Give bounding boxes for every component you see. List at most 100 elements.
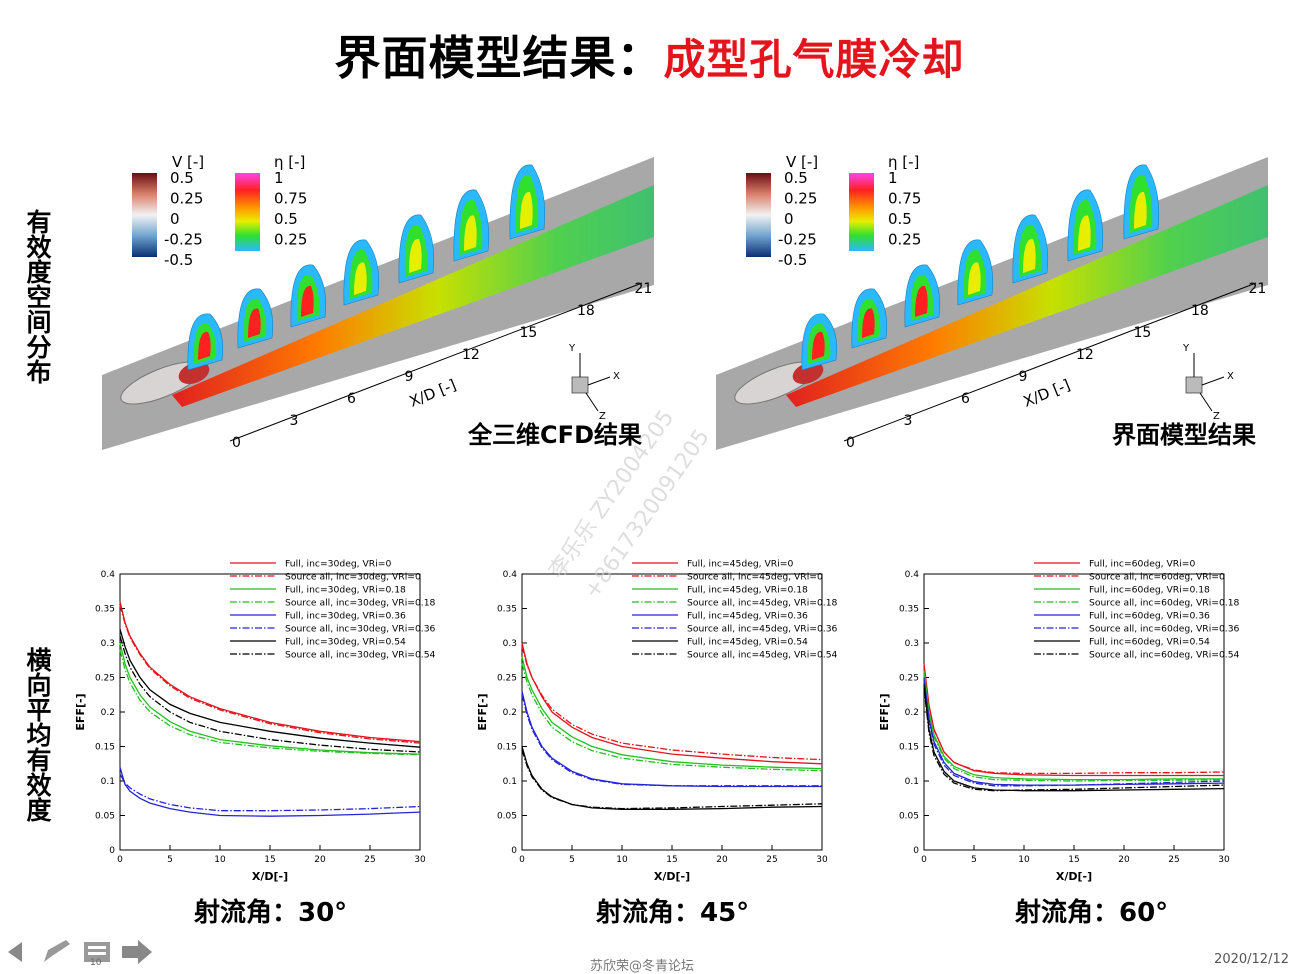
v-legend-tick: 0.25 [784, 190, 817, 208]
legend-entry: Full, inc=30deg, VRi=0.54 [285, 637, 406, 648]
legend-entry: Full, inc=45deg, VRi=0 [687, 559, 793, 570]
axis-tick-label: 18 [1191, 303, 1209, 319]
effectiveness-chart-60deg: 0 0.05 0.1 0.15 0.2 0.25 0.3 0.35 0.4 0 5 10 15 20 25 3… [878, 559, 1240, 884]
y-tick-label: 0.25 [497, 674, 517, 684]
series-line [119, 604, 421, 744]
series-line [119, 649, 421, 756]
y-tick-label: 0.2 [503, 708, 517, 718]
series-line [521, 749, 823, 810]
x-tick-label: 20 [314, 855, 326, 865]
slice-cut [398, 214, 435, 284]
x-tick-label: 15 [1068, 855, 1079, 865]
effectiveness-strip [786, 185, 1268, 407]
x-tick-label: 30 [816, 855, 828, 865]
x-tick-label: 5 [569, 855, 575, 865]
v-legend-tick: -0.25 [778, 231, 817, 249]
eta-legend-tick: 0.5 [274, 210, 298, 228]
slice-cut [237, 288, 274, 349]
slide-title-highlight: 成型孔气膜冷却 [663, 35, 965, 84]
series-line [923, 684, 1225, 792]
pen-icon[interactable] [44, 940, 70, 962]
x-tick-label: 0 [117, 855, 123, 865]
axis-tick-label: 0 [846, 435, 855, 451]
eta-legend-tick: 0.75 [888, 190, 921, 208]
eta-legend-tick: 1 [274, 169, 284, 187]
prev-slide-icon[interactable] [8, 942, 22, 962]
x-tick-label: 10 [1018, 855, 1030, 865]
x-tick-label: 5 [167, 855, 173, 865]
y-axis-label: EFF[-] [476, 693, 489, 730]
slice-cut [1123, 164, 1160, 240]
axis-tick-label: 3 [290, 413, 299, 429]
slice-cut [1067, 189, 1104, 262]
axis-triad-icon: Y X Z [1182, 343, 1234, 422]
eta-legend-title: η [-] [888, 153, 919, 171]
axis-tick-label: 0 [232, 435, 241, 451]
legend-entry: Full, inc=60deg, VRi=0.18 [1089, 585, 1210, 596]
series-line [521, 646, 823, 761]
legend-entry: Source all, inc=30deg, VRi=0.54 [285, 650, 436, 661]
slice-cut [1012, 214, 1049, 284]
contour-panel-cfd: V [-] 0.5 0.25 0 -0.25 -0.5 η [-] 1 0.75 0.5 0.25 0… [102, 145, 654, 451]
axis-tick-label: 12 [462, 347, 480, 363]
svg-text:Y: Y [568, 343, 576, 354]
slice-cut [343, 239, 380, 306]
legend-entry: Source all, inc=45deg, VRi=0.36 [687, 624, 838, 635]
axis-triad-icon: Y X Z [568, 343, 620, 422]
svg-text:X: X [613, 371, 620, 382]
v-colorbar [132, 173, 157, 257]
legend-entry: Source all, inc=60deg, VRi=0.54 [1089, 650, 1240, 661]
legend-entry: Source all, inc=30deg, VRi=0 [285, 572, 421, 583]
slice-cut [851, 288, 888, 349]
eta-legend-tick: 0.25 [888, 231, 921, 249]
v-legend-tick: 0.25 [170, 190, 203, 208]
v-legend-tick: -0.5 [778, 251, 807, 269]
y-tick-label: 0.3 [905, 639, 919, 649]
eta-colorbar [849, 173, 874, 251]
slideshow-toolbar: 10 [4, 936, 154, 968]
v-colorbar [746, 173, 771, 257]
series-line [119, 642, 421, 755]
legend-entry: Source all, inc=30deg, VRi=0.36 [285, 624, 436, 635]
x-tick-label: 30 [414, 855, 426, 865]
x-tick-label: 0 [921, 855, 927, 865]
series-line [923, 674, 1225, 782]
legend-entry: Full, inc=30deg, VRi=0.18 [285, 585, 406, 596]
legend-entry: Source all, inc=45deg, VRi=0.18 [687, 598, 838, 609]
series-line [521, 642, 823, 765]
series-line [521, 663, 823, 772]
series-line [119, 773, 421, 812]
panel-caption: 全三维CFD结果 [467, 421, 642, 449]
y-tick-label: 0.25 [95, 674, 115, 684]
x-tick-label: 10 [616, 855, 628, 865]
slice-cut [904, 264, 941, 328]
hole-exit [178, 361, 210, 385]
next-slide-icon[interactable] [122, 940, 152, 964]
y-tick-label: 0.4 [905, 570, 920, 580]
slide-menu-icon[interactable]: 10 [84, 942, 110, 968]
x-tick-label: 25 [766, 855, 777, 865]
y-tick-label: 0.05 [899, 812, 919, 822]
axis-tick-label: 6 [961, 391, 970, 407]
legend-entry: Full, inc=30deg, VRi=0.36 [285, 611, 406, 622]
svg-text:Z: Z [1213, 411, 1220, 422]
y-tick-label: 0.25 [899, 674, 919, 684]
legend-entry: Full, inc=60deg, VRi=0.36 [1089, 611, 1210, 622]
slide-title-main: 界面模型结果： [334, 31, 664, 85]
legend-entry: Full, inc=45deg, VRi=0.36 [687, 611, 808, 622]
svg-text:Z: Z [599, 411, 606, 422]
v-legend-tick: -0.5 [164, 251, 193, 269]
axis-tick-label: 21 [635, 281, 653, 297]
hole-exit [792, 361, 824, 385]
y-tick-label: 0 [109, 846, 115, 856]
y-tick-label: 0.05 [497, 812, 517, 822]
y-tick-label: 0.05 [95, 812, 115, 822]
y-tick-label: 0 [913, 846, 919, 856]
series-line [923, 667, 1225, 775]
y-tick-label: 0 [511, 846, 517, 856]
chart-60deg: 0 0.05 0.1 0.15 0.2 0.25 0.3 0.35 0.4 0 5 10 15 20 25 3… [874, 552, 1254, 897]
x-axis-label: X/D[-] [1056, 870, 1092, 883]
legend-entry: Source all, inc=60deg, VRi=0.36 [1089, 624, 1240, 635]
axis-tick-label: 15 [520, 325, 538, 341]
y-tick-label: 0.2 [905, 708, 919, 718]
